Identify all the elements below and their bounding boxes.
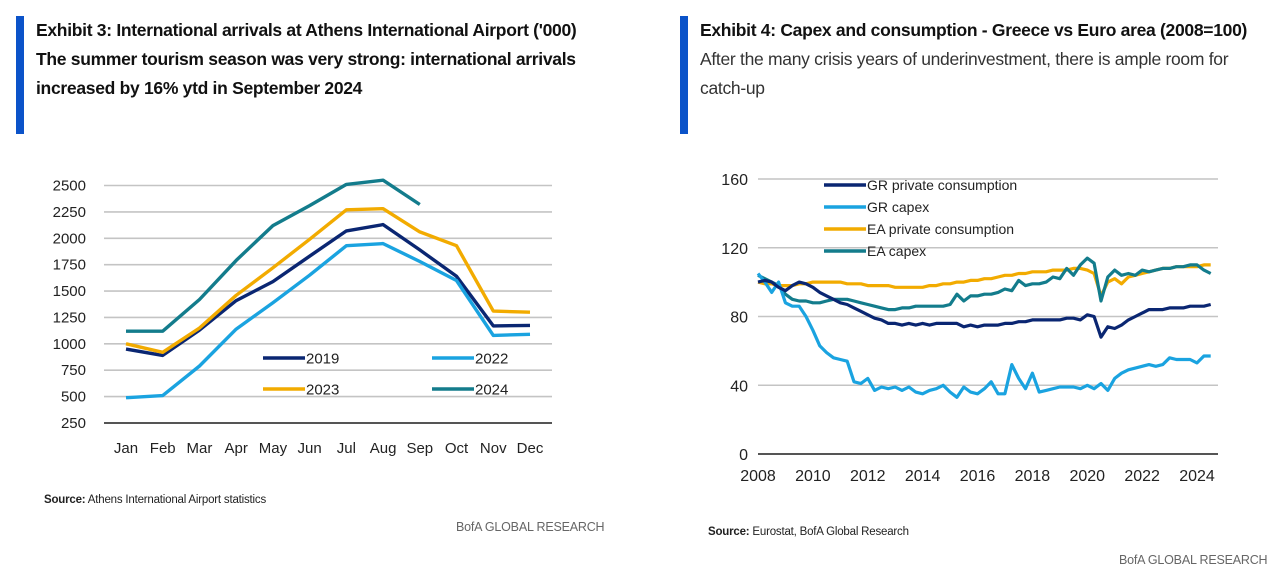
x-tick-label: Mar <box>187 440 213 457</box>
x-tick-label: 2010 <box>795 468 831 485</box>
source-label: Source: <box>708 526 750 538</box>
y-tick-label: 40 <box>730 378 748 395</box>
series-line-2022 <box>125 241 531 400</box>
legend-label-ea-private-consumption: EA private consumption <box>867 221 1014 237</box>
x-tick-label: Sep <box>406 440 433 457</box>
legend-label-gr-capex: GR capex <box>867 199 929 215</box>
source-text: Eurostat, BofA Global Research <box>749 526 909 538</box>
exhibit-4-chart: 0 40 80 120 160 2008 2010 2012 2014 2016 2018 2020 2… <box>721 172 1218 485</box>
x-tick-label: 2014 <box>905 468 941 485</box>
series-line-2024 <box>126 178 421 333</box>
source-text: Athens International Airport statistics <box>85 494 266 506</box>
series-line-2019 <box>125 222 531 358</box>
y-tick-label: 1500 <box>53 283 86 300</box>
x-tick-label: Feb <box>150 440 176 457</box>
y-tick-label: 1250 <box>53 309 86 326</box>
x-tick-label: Nov <box>480 440 507 457</box>
exhibit-4-title: Exhibit 4: Capex and consumption - Greec… <box>700 20 1248 40</box>
source-label: Source: <box>44 494 86 506</box>
series-line-ea-capex <box>757 256 1212 312</box>
exhibit-3-subtitle: The summer tourism season was very stron… <box>36 49 576 98</box>
y-tick-label: 1750 <box>53 257 86 274</box>
exhibit-4-header: Exhibit 4: Capex and consumption - Greec… <box>680 16 1270 134</box>
x-tick-label: Apr <box>225 440 248 457</box>
exhibit-3-source: Source: Athens International Airport sta… <box>44 494 266 506</box>
series-line-gr-private-consumption <box>757 278 1212 339</box>
y-tick-label: 1000 <box>53 336 86 353</box>
y-tick-label: 120 <box>721 241 748 258</box>
exhibit-3-brand: BofA GLOBAL RESEARCH <box>456 520 605 534</box>
y-tick-label: 80 <box>730 310 748 327</box>
legend-label-ea-capex: EA capex <box>867 243 926 259</box>
exhibit-3-chart: 250 500 750 1000 1250 1500 1750 2000 2250 2500 Jan… <box>53 178 552 457</box>
x-tick-label: Dec <box>517 440 544 457</box>
y-tick-label: 2000 <box>53 230 86 247</box>
x-tick-label: Jun <box>298 440 322 457</box>
legend-label-2022: 2022 <box>475 351 508 368</box>
x-tick-label: 2022 <box>1124 468 1160 485</box>
series-line-gr-capex <box>756 272 1211 399</box>
legend-label-gr-private-consumption: GR private consumption <box>867 177 1017 193</box>
legend-label-2024: 2024 <box>475 382 508 399</box>
exhibit-4-subtitle: After the many crisis years of underinve… <box>700 49 1229 98</box>
series-line-2023 <box>125 206 531 354</box>
x-tick-label: May <box>259 440 288 457</box>
y-tick-label: 2250 <box>53 204 86 221</box>
x-tick-label: 2018 <box>1015 468 1051 485</box>
exhibit-4-source: Source: Eurostat, BofA Global Research <box>708 526 909 538</box>
x-tick-label: Jul <box>337 440 356 457</box>
y-tick-label: 0 <box>739 447 748 464</box>
legend-label-2019: 2019 <box>306 351 339 368</box>
x-tick-label: 2016 <box>960 468 996 485</box>
x-tick-label: Aug <box>370 440 397 457</box>
exhibit-3-header: Exhibit 3: International arrivals at Ath… <box>16 16 626 134</box>
x-tick-label: 2020 <box>1069 468 1105 485</box>
y-tick-label: 250 <box>61 415 86 432</box>
x-tick-label: Jan <box>114 440 138 457</box>
exhibit-3-panel: Exhibit 3: International arrivals at Ath… <box>16 16 626 534</box>
x-tick-label: 2024 <box>1179 468 1215 485</box>
y-tick-label: 750 <box>61 362 86 379</box>
x-tick-label: 2008 <box>740 468 776 485</box>
exhibit-4-panel: Exhibit 4: Capex and consumption - Greec… <box>640 0 1280 581</box>
y-tick-label: 2500 <box>53 178 86 195</box>
x-tick-label: Oct <box>445 440 469 457</box>
exhibit-4-brand: BofA GLOBAL RESEARCH <box>1119 553 1268 567</box>
exhibit-3-title: Exhibit 3: International arrivals at Ath… <box>36 20 577 40</box>
legend-label-2023: 2023 <box>306 382 339 399</box>
y-tick-label: 160 <box>721 172 748 189</box>
x-tick-label: 2012 <box>850 468 886 485</box>
y-tick-label: 500 <box>61 389 86 406</box>
